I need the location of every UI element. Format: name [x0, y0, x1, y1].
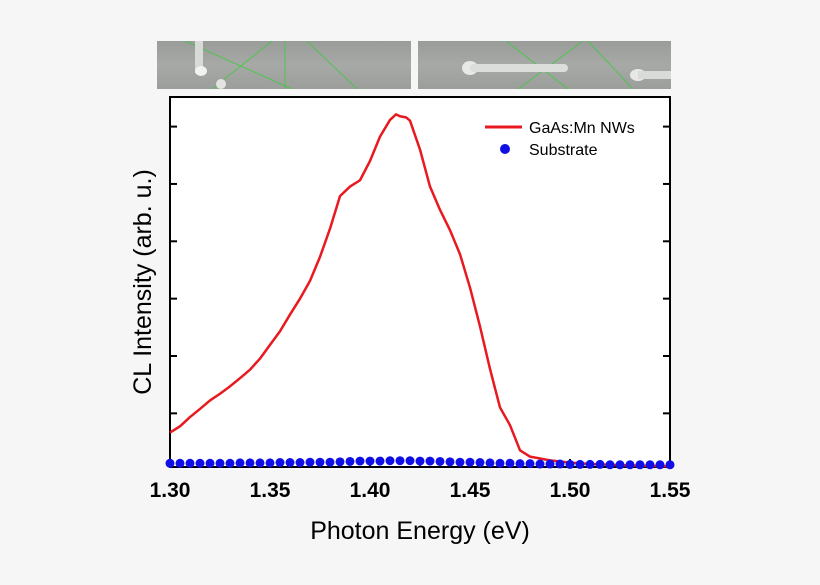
substrate-point [345, 456, 355, 466]
substrate-point [525, 459, 535, 469]
y-axis-ticks [170, 125, 670, 415]
substrate-point [305, 457, 315, 467]
substrate-point [185, 458, 195, 468]
substrate-point [615, 460, 625, 470]
substrate-point [565, 459, 575, 469]
substrate-point [265, 458, 275, 468]
substrate-point [395, 456, 405, 466]
x-tick-label: 1.40 [350, 479, 391, 502]
x-tick-label: 1.35 [250, 479, 291, 502]
x-axis-title: Photon Energy (eV) [310, 517, 530, 545]
substrate-point [655, 460, 665, 470]
substrate-point [295, 458, 305, 468]
substrate-point [505, 458, 515, 468]
plot-frame [169, 96, 671, 468]
legend-label-nws: GaAs:Mn NWs [529, 120, 635, 137]
sem-image-left [157, 41, 411, 89]
substrate-point [625, 460, 635, 470]
x-tick-label: 1.55 [650, 479, 691, 502]
series-layer [165, 113, 675, 470]
substrate-point [215, 458, 225, 468]
x-axis-tick-labels: 1.30 1.35 1.40 1.45 1.50 1.55 [150, 479, 691, 502]
substrate-point [535, 459, 545, 469]
substrate-point [495, 458, 505, 468]
substrate-point [635, 460, 645, 470]
substrate-point [545, 459, 555, 469]
substrate-point [475, 458, 485, 468]
x-tick-label: 1.30 [150, 479, 191, 502]
substrate-point [425, 456, 435, 466]
legend-swatch-substrate [500, 144, 510, 154]
substrate-point [385, 456, 395, 466]
x-tick-label: 1.45 [450, 479, 491, 502]
sem-image-right-graphic [462, 41, 671, 89]
substrate-point [375, 456, 385, 466]
substrate-point [365, 456, 375, 466]
substrate-point [195, 458, 205, 468]
substrate-point [605, 460, 615, 470]
substrate-point [315, 457, 325, 467]
sem-image-left-graphic [184, 41, 358, 89]
substrate-point [235, 458, 245, 468]
substrate-point [585, 459, 595, 469]
substrate-point [175, 458, 185, 468]
substrate-point [225, 458, 235, 468]
y-axis-title: CL Intensity (arb. u.) [129, 169, 157, 395]
substrate-point [245, 458, 255, 468]
substrate-point [165, 458, 175, 468]
substrate-point [515, 459, 525, 469]
substrate-point [255, 458, 265, 468]
legend: GaAs:Mn NWs Substrate [485, 120, 635, 159]
substrate-point [665, 460, 675, 470]
substrate-point [465, 457, 475, 467]
substrate-point [325, 457, 335, 467]
substrate-point [205, 458, 215, 468]
substrate-point [645, 460, 655, 470]
substrate-point [275, 458, 285, 468]
substrate-point [555, 459, 565, 469]
substrate-point [405, 456, 415, 466]
sem-image-right [418, 41, 671, 89]
substrate-point [435, 456, 445, 466]
substrate-point [485, 458, 495, 468]
substrate-point [595, 459, 605, 469]
substrate-point [355, 456, 365, 466]
substrate-point [575, 459, 585, 469]
substrate-point [415, 456, 425, 466]
substrate-point [445, 457, 455, 467]
legend-label-substrate: Substrate [529, 142, 598, 159]
x-tick-label: 1.50 [550, 479, 591, 502]
substrate-point [455, 457, 465, 467]
series-line-nws [169, 113, 671, 468]
substrate-point [335, 457, 345, 467]
substrate-point [285, 458, 295, 468]
